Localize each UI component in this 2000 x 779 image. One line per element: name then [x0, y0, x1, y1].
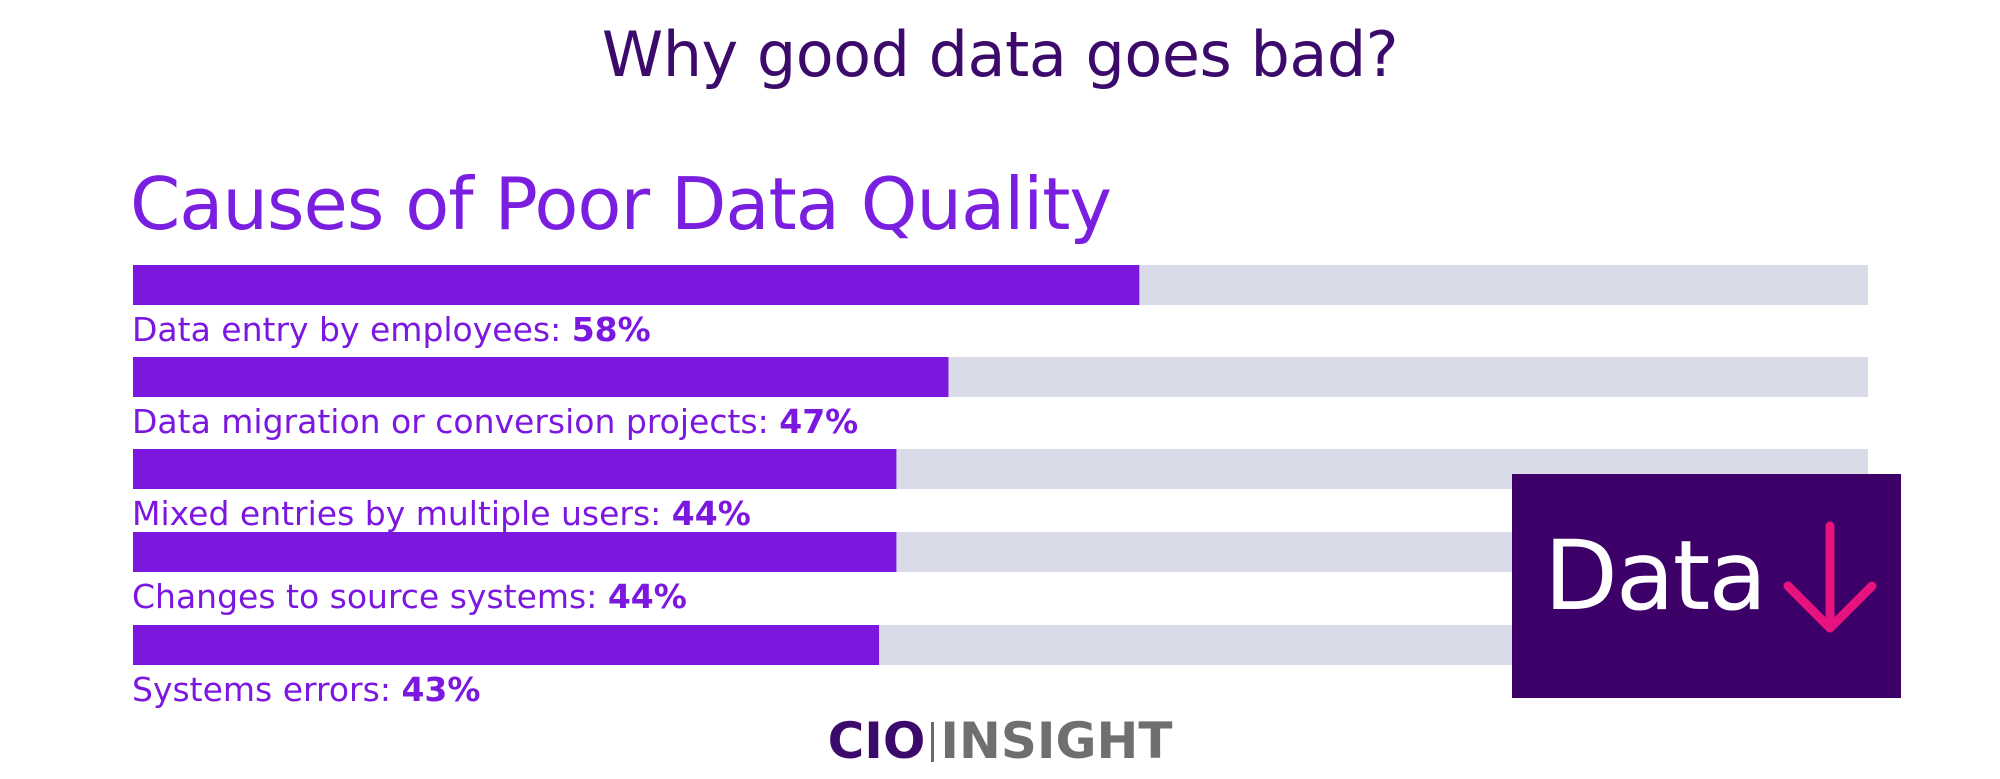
bar-category-label: Systems errors: — [132, 670, 401, 709]
bar-label: Data migration or conversion projects: 4… — [132, 402, 858, 441]
bar-label: Systems errors: 43% — [132, 670, 480, 709]
data-down-badge: Data — [1512, 474, 1901, 698]
bar — [133, 532, 897, 572]
cio-insight-logo: CIO INSIGHT — [0, 712, 2000, 770]
bar-category-label: Changes to source systems: — [132, 577, 608, 616]
bar-value-label: 44% — [608, 577, 687, 616]
arrow-down-icon — [1783, 521, 1877, 633]
logo-insight-text: INSIGHT — [940, 712, 1173, 770]
badge-label: Data — [1544, 520, 1767, 632]
bar — [133, 265, 1140, 305]
bar — [133, 449, 897, 489]
logo-cio-text: CIO — [827, 712, 926, 770]
bar-label: Changes to source systems: 44% — [132, 577, 687, 616]
bar-label: Mixed entries by multiple users: 44% — [132, 494, 751, 533]
logo-divider — [931, 722, 935, 762]
bar-category-label: Data entry by employees: — [132, 310, 572, 349]
bar-category-label: Mixed entries by multiple users: — [132, 494, 672, 533]
bar-value-label: 47% — [779, 402, 858, 441]
page-headline: Why good data goes bad? — [601, 18, 1399, 91]
chart-title: Causes of Poor Data Quality — [130, 162, 1112, 246]
bar-category-label: Data migration or conversion projects: — [132, 402, 779, 441]
bar-label: Data entry by employees: 58% — [132, 310, 651, 349]
bar-value-label: 44% — [672, 494, 751, 533]
bar — [133, 357, 949, 397]
bar — [133, 625, 880, 665]
bar-value-label: 43% — [401, 670, 480, 709]
bar-value-label: 58% — [572, 310, 651, 349]
